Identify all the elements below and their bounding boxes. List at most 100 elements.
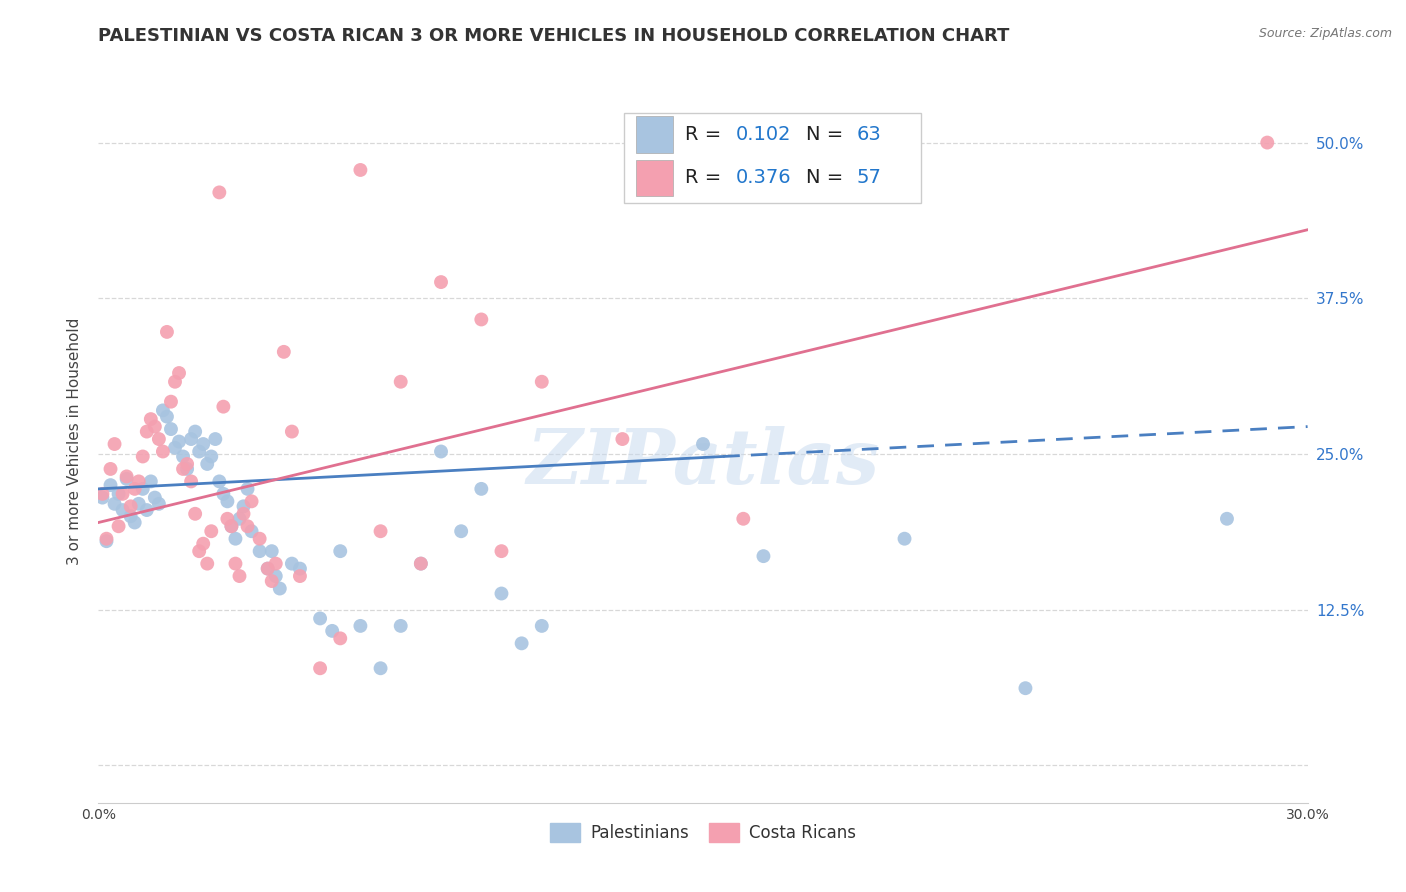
Point: [195, 557, 218, 571]
Point: [221, 519, 243, 533]
Point: [269, 582, 291, 596]
Legend: Palestinians, Costa Ricans: Palestinians, Costa Ricans: [544, 816, 862, 848]
Point: [349, 163, 371, 178]
Point: [100, 462, 122, 476]
Point: [692, 437, 714, 451]
Point: [470, 482, 492, 496]
Point: [167, 434, 190, 449]
Point: [240, 524, 263, 539]
Point: [128, 475, 150, 489]
Point: [281, 557, 304, 571]
Point: [249, 544, 271, 558]
Point: [163, 375, 186, 389]
Point: [200, 524, 222, 539]
Text: 57: 57: [856, 169, 882, 187]
Point: [228, 512, 250, 526]
Point: [167, 366, 190, 380]
Point: [260, 574, 283, 588]
Point: [160, 394, 183, 409]
Point: [329, 544, 352, 558]
Point: [195, 457, 218, 471]
Point: [256, 561, 278, 575]
Point: [172, 462, 194, 476]
Point: [217, 494, 239, 508]
Point: [160, 422, 183, 436]
Text: 63: 63: [856, 125, 882, 144]
Point: [172, 450, 194, 464]
Point: [176, 457, 198, 471]
Text: ZIPatlas: ZIPatlas: [526, 426, 880, 500]
Text: Source: ZipAtlas.com: Source: ZipAtlas.com: [1258, 27, 1392, 40]
Point: [148, 432, 170, 446]
Point: [370, 661, 392, 675]
Point: [1216, 512, 1239, 526]
FancyBboxPatch shape: [624, 112, 921, 203]
Point: [260, 544, 283, 558]
Point: [103, 497, 125, 511]
Point: [510, 636, 533, 650]
Point: [236, 482, 259, 496]
FancyBboxPatch shape: [637, 160, 672, 196]
Point: [893, 532, 915, 546]
Point: [120, 509, 142, 524]
Text: R =: R =: [685, 125, 727, 144]
Text: N =: N =: [806, 169, 849, 187]
Point: [309, 611, 332, 625]
Point: [288, 569, 311, 583]
Point: [115, 472, 138, 486]
Text: N =: N =: [806, 125, 849, 144]
Point: [217, 512, 239, 526]
Point: [208, 475, 231, 489]
Point: [212, 487, 235, 501]
Point: [491, 544, 513, 558]
Point: [288, 561, 311, 575]
Point: [132, 450, 155, 464]
Point: [470, 312, 492, 326]
Point: [91, 491, 114, 505]
Point: [200, 450, 222, 464]
Point: [135, 503, 157, 517]
Point: [204, 432, 226, 446]
Point: [107, 487, 129, 501]
Point: [240, 494, 263, 508]
Point: [156, 409, 179, 424]
Point: [208, 186, 231, 200]
Point: [349, 619, 371, 633]
Point: [321, 624, 343, 638]
Point: [236, 519, 259, 533]
Point: [139, 475, 162, 489]
Point: [224, 557, 246, 571]
FancyBboxPatch shape: [637, 117, 672, 153]
Point: [96, 532, 118, 546]
Point: [530, 619, 553, 633]
Point: [450, 524, 472, 539]
Point: [91, 487, 114, 501]
Point: [184, 425, 207, 439]
Point: [212, 400, 235, 414]
Point: [1256, 136, 1278, 150]
Point: [156, 325, 179, 339]
Point: [264, 557, 287, 571]
Point: [752, 549, 775, 563]
Point: [264, 569, 287, 583]
Point: [221, 519, 243, 533]
Point: [733, 512, 755, 526]
Point: [389, 619, 412, 633]
Point: [193, 437, 215, 451]
Point: [132, 482, 155, 496]
Point: [124, 482, 146, 496]
Point: [188, 544, 211, 558]
Point: [120, 500, 142, 514]
Point: [184, 507, 207, 521]
Point: [139, 412, 162, 426]
Point: [103, 437, 125, 451]
Point: [430, 275, 453, 289]
Y-axis label: 3 or more Vehicles in Household: 3 or more Vehicles in Household: [67, 318, 83, 566]
Point: [370, 524, 392, 539]
Point: [107, 519, 129, 533]
Point: [281, 425, 304, 439]
Point: [96, 534, 118, 549]
Point: [224, 532, 246, 546]
Point: [409, 557, 432, 571]
Point: [180, 475, 202, 489]
